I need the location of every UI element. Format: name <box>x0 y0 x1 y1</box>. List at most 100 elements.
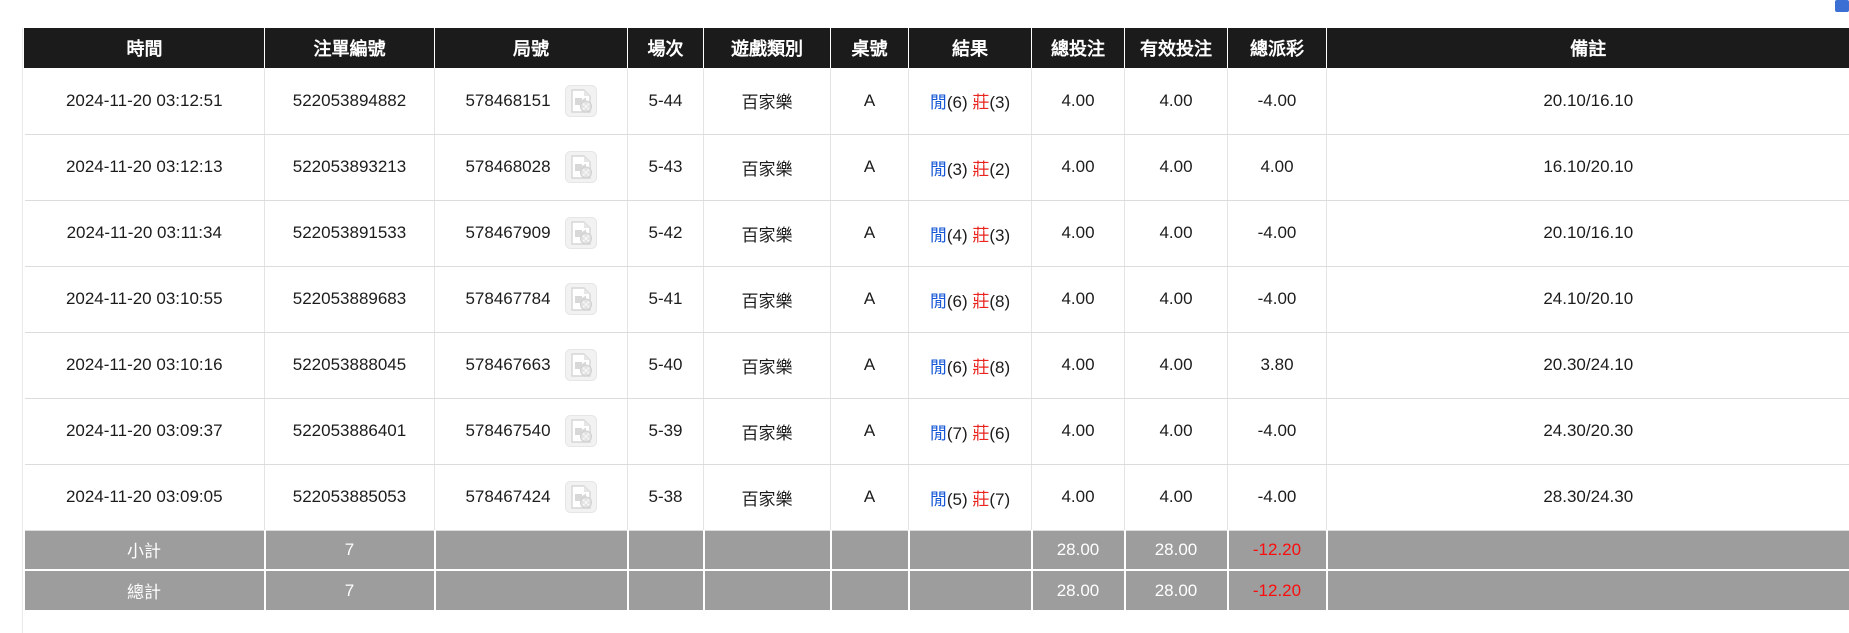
cell-bet-no: 522053893213 <box>264 134 435 201</box>
cell-table: A <box>830 464 909 531</box>
table-row[interactable]: 2024-11-20 03:09:37 522053886401 5784675… <box>24 398 1849 465</box>
cell-shoe: 5-44 <box>627 68 704 135</box>
cell-time: 2024-11-20 03:09:37 <box>24 398 265 465</box>
cell-shoe: 5-40 <box>627 332 704 399</box>
table-header: 時間 注單編號 局號 場次 遊戲類別 桌號 結果 總投注 有效投注 總派彩 備註 <box>24 28 1849 68</box>
summary-count: 7 <box>264 570 436 610</box>
cell-table: A <box>830 200 909 267</box>
cell-payout: -4.00 <box>1227 68 1327 135</box>
cell-game: 百家樂 <box>703 200 831 267</box>
result-player-label: 閒 <box>929 225 947 245</box>
table-row[interactable]: 2024-11-20 03:12:13 522053893213 5784680… <box>24 134 1849 201</box>
cell-result: 閒(6) 莊(8) <box>908 332 1032 399</box>
column-header-round[interactable]: 局號 <box>434 28 628 68</box>
summary-round <box>434 530 629 571</box>
cell-result: 閒(7) 莊(6) <box>908 398 1032 465</box>
cell-game: 百家樂 <box>703 134 831 201</box>
column-header-table[interactable]: 桌號 <box>830 28 909 68</box>
cell-remark: 20.10/16.10 <box>1326 200 1849 267</box>
table-row[interactable]: 2024-11-20 03:09:05 522053885053 5784674… <box>24 464 1849 531</box>
summary-payout: -12.20 <box>1227 530 1328 571</box>
cell-total-bet: 4.00 <box>1031 68 1125 135</box>
summary-remark <box>1326 530 1849 571</box>
column-header-bet[interactable]: 總投注 <box>1031 28 1125 68</box>
column-header-shoe[interactable]: 場次 <box>627 28 704 68</box>
cell-payout: 4.00 <box>1227 134 1327 201</box>
summary-shoe <box>627 570 705 610</box>
result-banker-label: 莊 <box>972 93 990 113</box>
cell-remark: 16.10/20.10 <box>1326 134 1849 201</box>
result-player-points: (4) <box>946 225 968 245</box>
cell-remark: 24.30/20.30 <box>1326 398 1849 465</box>
cell-remark: 28.30/24.30 <box>1326 464 1849 531</box>
cell-time: 2024-11-20 03:12:13 <box>24 134 265 201</box>
video-file-icon[interactable] <box>564 151 597 183</box>
cell-table: A <box>830 266 909 333</box>
summary-round <box>434 570 629 610</box>
cell-game: 百家樂 <box>703 398 831 465</box>
table-row[interactable]: 2024-11-20 03:10:55 522053889683 5784677… <box>24 266 1849 333</box>
summary-total-bet: 28.00 <box>1031 570 1126 610</box>
table-row[interactable]: 2024-11-20 03:10:16 522053888045 5784676… <box>24 332 1849 399</box>
cell-game: 百家樂 <box>703 332 831 399</box>
video-file-icon[interactable] <box>564 349 597 381</box>
table-row[interactable]: 2024-11-20 03:11:34 522053891533 5784679… <box>24 200 1849 267</box>
cell-shoe: 5-41 <box>627 266 704 333</box>
video-file-icon[interactable] <box>564 84 597 117</box>
summary-label: 總計 <box>24 570 266 610</box>
cell-payout: -4.00 <box>1227 266 1327 333</box>
video-file-icon[interactable] <box>564 217 597 249</box>
cell-payout: -4.00 <box>1227 200 1327 267</box>
cell-shoe: 5-43 <box>627 134 704 201</box>
column-header-valid[interactable]: 有效投注 <box>1124 28 1228 68</box>
cell-game: 百家樂 <box>703 68 831 135</box>
cell-remark: 20.10/16.10 <box>1326 68 1849 135</box>
video-file-icon[interactable] <box>564 481 597 513</box>
cell-remark: 20.30/24.10 <box>1326 332 1849 399</box>
result-banker-label: 莊 <box>972 357 990 377</box>
cell-payout: 3.80 <box>1227 332 1327 399</box>
cell-round: 578467540 <box>434 398 628 465</box>
cell-round: 578467663 <box>434 332 628 399</box>
result-player-points: (6) <box>946 291 968 311</box>
summary-result <box>908 530 1033 571</box>
round-number: 578468028 <box>465 157 551 176</box>
column-header-game[interactable]: 遊戲類別 <box>703 28 831 68</box>
video-file-icon[interactable] <box>564 415 597 447</box>
summary-table <box>830 530 910 571</box>
column-header-result[interactable]: 結果 <box>908 28 1032 68</box>
result-player-points: (3) <box>946 159 968 179</box>
cell-bet-no: 522053894882 <box>264 68 435 135</box>
cell-shoe: 5-39 <box>627 398 704 465</box>
round-number: 578467424 <box>465 487 551 506</box>
cell-bet-no: 522053886401 <box>264 398 435 465</box>
cell-valid-bet: 4.00 <box>1124 68 1228 135</box>
column-header-bet-no[interactable]: 注單編號 <box>264 28 435 68</box>
result-player-label: 閒 <box>929 423 947 443</box>
result-player-label: 閒 <box>929 159 947 179</box>
cell-shoe: 5-42 <box>627 200 704 267</box>
cell-round: 578467784 <box>434 266 628 333</box>
column-header-remark[interactable]: 備註 <box>1326 28 1849 68</box>
result-banker-points: (8) <box>989 357 1011 377</box>
summary-table <box>830 570 910 610</box>
cell-total-bet: 4.00 <box>1031 200 1125 267</box>
round-number: 578467540 <box>465 421 551 440</box>
column-header-payout[interactable]: 總派彩 <box>1227 28 1327 68</box>
scrollbar-thumb[interactable] <box>1835 0 1849 12</box>
result-banker-label: 莊 <box>972 291 990 311</box>
cell-total-bet: 4.00 <box>1031 398 1125 465</box>
cell-total-bet: 4.00 <box>1031 266 1125 333</box>
summary-shoe <box>627 530 705 571</box>
bet-history-table-wrapper: 時間 注單編號 局號 場次 遊戲類別 桌號 結果 總投注 有效投注 總派彩 備註… <box>24 28 1849 610</box>
result-banker-points: (3) <box>989 225 1011 245</box>
cell-result: 閒(4) 莊(3) <box>908 200 1032 267</box>
video-file-icon[interactable] <box>564 283 597 315</box>
cell-payout: -4.00 <box>1227 464 1327 531</box>
cell-valid-bet: 4.00 <box>1124 398 1228 465</box>
column-header-time[interactable]: 時間 <box>24 28 265 68</box>
result-banker-points: (3) <box>989 93 1011 113</box>
table-summary: 小計 7 28.00 28.00 -12.20 總計 7 28.00 28.00 -12.20 <box>24 530 1849 610</box>
table-row[interactable]: 2024-11-20 03:12:51 522053894882 5784681… <box>24 68 1849 135</box>
